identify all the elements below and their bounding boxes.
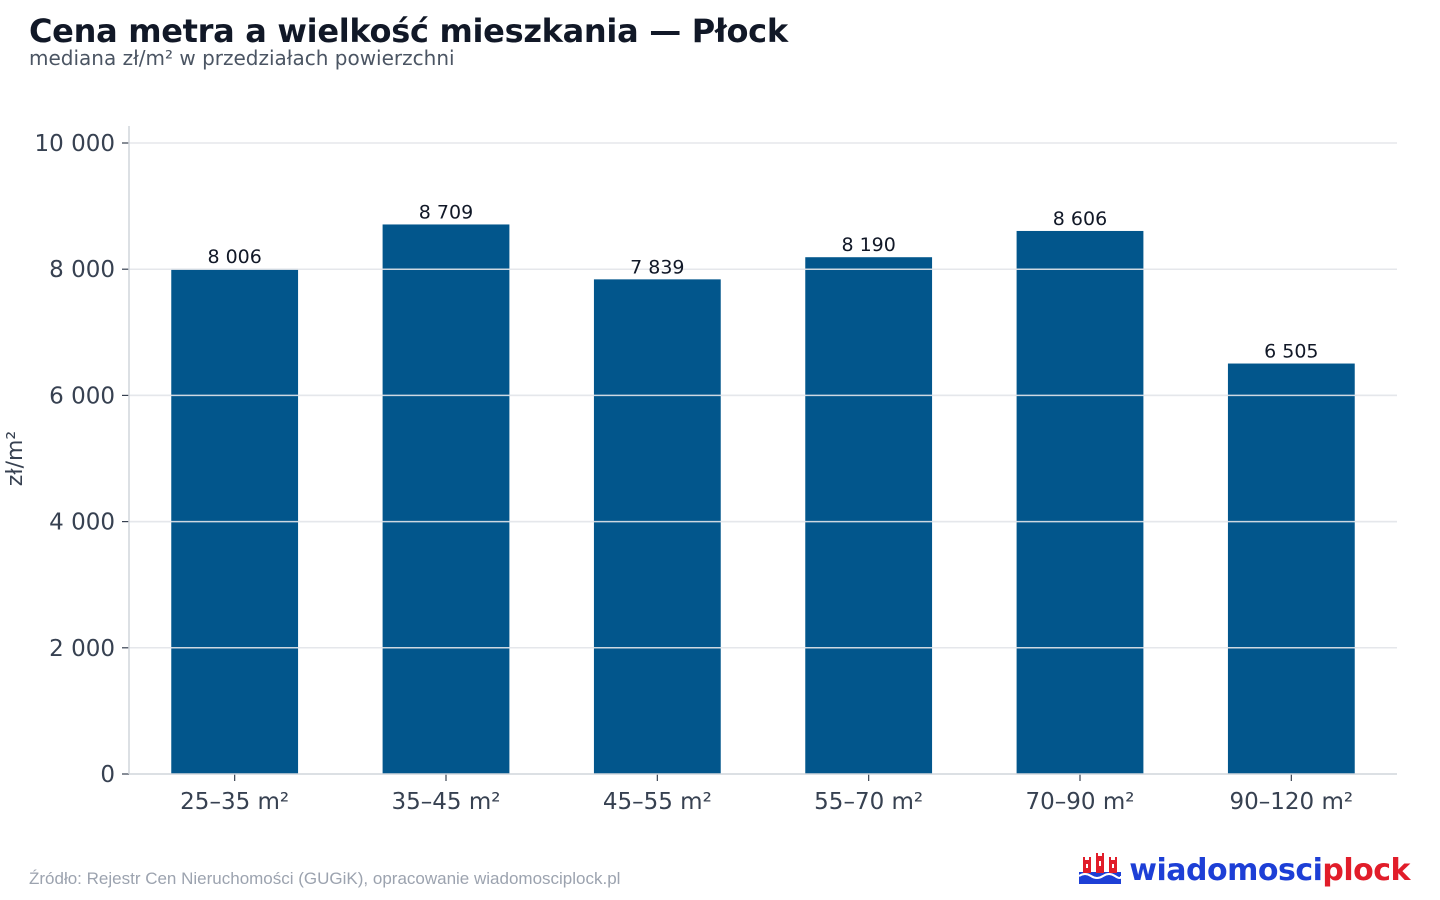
y-tick-label: 6 000 — [49, 383, 115, 409]
data-label: 8 709 — [419, 201, 473, 223]
bars — [129, 224, 1397, 774]
chart-title: Cena metra a wielkość mieszkania — Płock — [29, 12, 788, 50]
x-tick-label: 70–90 m² — [1026, 789, 1135, 815]
y-tick-label: 4 000 — [49, 510, 115, 536]
chart-subtitle: mediana zł/m² w przedziałach powierzchni — [29, 46, 455, 70]
bar — [1227, 363, 1355, 774]
axes — [122, 126, 1397, 781]
plock-crest-icon — [1078, 853, 1123, 884]
y-tick-label: 10 000 — [35, 131, 115, 157]
x-tick-label: 45–55 m² — [603, 789, 712, 815]
y-tick-label: 8 000 — [49, 257, 115, 283]
data-label: 8 606 — [1053, 208, 1107, 230]
data-label: 6 505 — [1264, 341, 1318, 363]
labels: 0 2 000 4 000 6 000 8 000 10 000 8 006 25–35 m²… — [3, 131, 1353, 815]
x-tick-label: 90–120 m² — [1230, 789, 1354, 815]
logo-wordmark: wiadomosciplock — [1129, 853, 1410, 888]
x-tick-label: 55–70 m² — [814, 789, 923, 815]
bar — [382, 224, 510, 774]
bar — [593, 279, 721, 774]
bar — [805, 257, 933, 774]
logo-text-part1: wiadomosci — [1129, 852, 1323, 888]
data-label: 8 006 — [207, 246, 261, 268]
bar — [1016, 230, 1144, 774]
logo-text-part2: plock — [1322, 852, 1410, 888]
data-label: 7 839 — [630, 256, 684, 278]
data-label: 8 190 — [841, 234, 895, 256]
bar-chart: 0 2 000 4 000 6 000 8 000 10 000 8 006 25–35 m²… — [3, 126, 1397, 815]
y-axis-label: zł/m² — [3, 431, 28, 486]
y-tick-label: 2 000 — [49, 636, 115, 662]
site-logo[interactable]: wiadomosciplock — [1077, 850, 1410, 890]
y-tick-label: 0 — [100, 762, 115, 788]
x-tick-label: 35–45 m² — [392, 789, 501, 815]
source-note: Źródło: Rejestr Cen Nieruchomości (GUGiK… — [29, 869, 621, 888]
x-tick-label: 25–35 m² — [180, 789, 289, 815]
